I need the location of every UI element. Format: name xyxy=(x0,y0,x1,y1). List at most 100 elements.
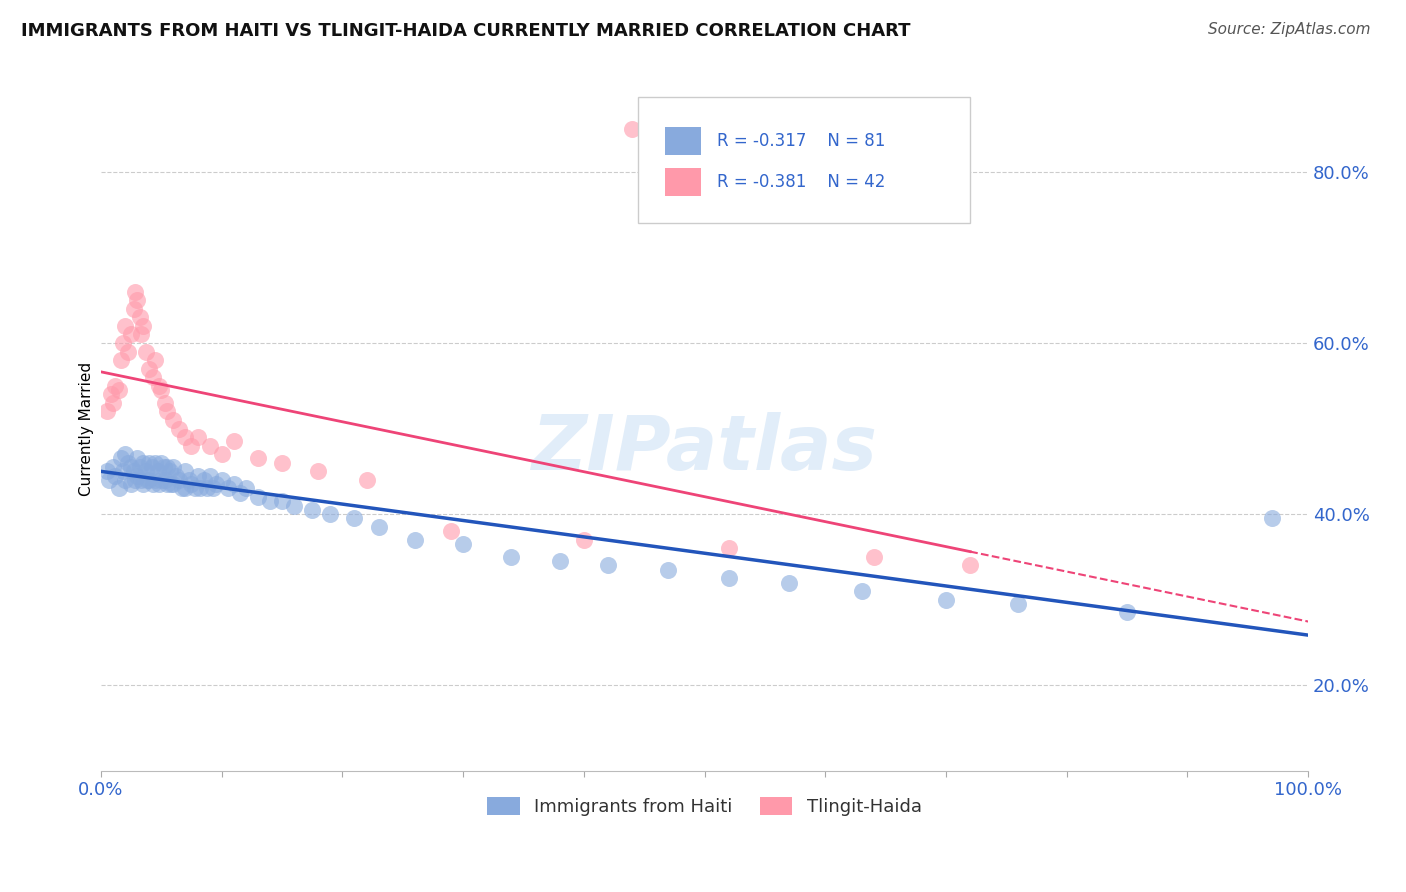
Point xyxy=(101,460,124,475)
Point xyxy=(138,361,160,376)
Point xyxy=(117,456,139,470)
Point xyxy=(162,477,184,491)
Point xyxy=(142,370,165,384)
Point xyxy=(657,563,679,577)
Point xyxy=(150,456,173,470)
Point xyxy=(129,327,152,342)
Point xyxy=(165,468,187,483)
Point xyxy=(142,477,165,491)
Point xyxy=(148,378,170,392)
Point xyxy=(1116,606,1139,620)
Point xyxy=(146,464,169,478)
Point xyxy=(193,473,215,487)
Point xyxy=(162,413,184,427)
Point xyxy=(217,482,239,496)
Point xyxy=(195,482,218,496)
Point xyxy=(778,575,800,590)
Point xyxy=(114,447,136,461)
Point xyxy=(127,451,149,466)
Point xyxy=(120,327,142,342)
Point xyxy=(150,383,173,397)
FancyBboxPatch shape xyxy=(638,96,970,223)
Point xyxy=(367,520,389,534)
Point xyxy=(211,473,233,487)
Point xyxy=(124,473,146,487)
Point xyxy=(596,558,619,573)
Point xyxy=(100,387,122,401)
Point xyxy=(150,473,173,487)
Point xyxy=(501,549,523,564)
Point xyxy=(132,318,155,333)
Point xyxy=(548,554,571,568)
Point xyxy=(111,336,134,351)
Point xyxy=(271,456,294,470)
Point xyxy=(108,482,131,496)
Legend: Immigrants from Haiti, Tlingit-Haida: Immigrants from Haiti, Tlingit-Haida xyxy=(481,789,929,823)
Point xyxy=(135,473,157,487)
Point xyxy=(180,477,202,491)
Point xyxy=(440,524,463,538)
Point xyxy=(104,378,127,392)
Point xyxy=(143,473,166,487)
Point xyxy=(169,473,191,487)
Point xyxy=(184,482,207,496)
Point xyxy=(122,464,145,478)
Point xyxy=(104,468,127,483)
Point xyxy=(222,434,245,449)
Point xyxy=(188,482,211,496)
Point xyxy=(96,404,118,418)
Point xyxy=(135,344,157,359)
Point xyxy=(141,460,163,475)
Point xyxy=(96,464,118,478)
Point xyxy=(229,485,252,500)
Point xyxy=(156,477,179,491)
Point xyxy=(307,464,329,478)
Point xyxy=(101,396,124,410)
Point xyxy=(143,456,166,470)
Bar xyxy=(665,169,702,196)
Point xyxy=(114,473,136,487)
Point xyxy=(170,482,193,496)
Point xyxy=(246,490,269,504)
Point xyxy=(162,460,184,475)
Point xyxy=(120,460,142,475)
Point xyxy=(132,477,155,491)
Point xyxy=(153,473,176,487)
Point xyxy=(851,584,873,599)
Point xyxy=(138,473,160,487)
Point xyxy=(120,477,142,491)
Point xyxy=(180,439,202,453)
Point xyxy=(959,558,981,573)
Point xyxy=(143,353,166,368)
Point xyxy=(132,456,155,470)
Point xyxy=(283,499,305,513)
Point xyxy=(110,353,132,368)
Point xyxy=(156,404,179,418)
Point xyxy=(127,293,149,308)
Point xyxy=(451,537,474,551)
Point xyxy=(160,477,183,491)
Point xyxy=(404,533,426,547)
Point xyxy=(717,541,740,556)
Point xyxy=(156,460,179,475)
Point xyxy=(186,468,208,483)
Text: ZIPatlas: ZIPatlas xyxy=(531,412,877,486)
Point xyxy=(129,473,152,487)
Point xyxy=(202,482,225,496)
Point xyxy=(152,460,174,475)
Text: R = -0.317    N = 81: R = -0.317 N = 81 xyxy=(717,132,884,150)
Point xyxy=(128,460,150,475)
Point xyxy=(246,451,269,466)
Point xyxy=(198,439,221,453)
Point xyxy=(108,383,131,397)
Point xyxy=(271,494,294,508)
Text: IMMIGRANTS FROM HAITI VS TLINGIT-HAIDA CURRENTLY MARRIED CORRELATION CHART: IMMIGRANTS FROM HAITI VS TLINGIT-HAIDA C… xyxy=(21,22,911,40)
Point xyxy=(135,464,157,478)
Point xyxy=(122,301,145,316)
Point xyxy=(124,285,146,299)
Point xyxy=(159,464,181,478)
Point xyxy=(148,477,170,491)
Point xyxy=(1261,511,1284,525)
Point xyxy=(128,310,150,325)
Point xyxy=(174,482,197,496)
